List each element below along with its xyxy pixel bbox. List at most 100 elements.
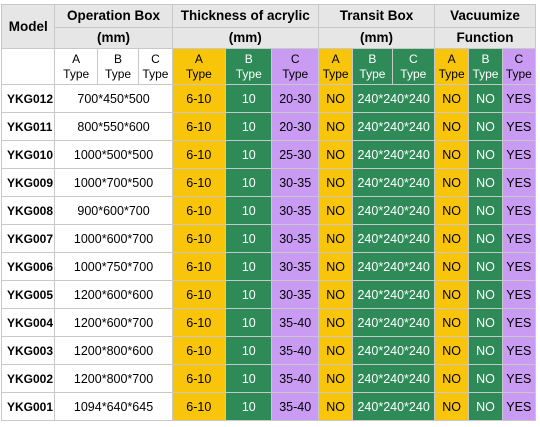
subheader-letter: B: [244, 51, 253, 66]
cell-thickness-c: 30-35: [271, 280, 319, 309]
cell-vacuumize-c: YES: [501, 336, 537, 365]
cell-vacuumize-a: NO: [433, 140, 470, 169]
cell-vacuumize-b: NO: [468, 112, 503, 141]
cell-vacuumize-b: NO: [468, 84, 503, 113]
cell-model: YKG004: [0, 308, 56, 337]
cell-thickness-c: 30-35: [271, 252, 319, 281]
cell-thickness-a: 6-10: [171, 336, 227, 365]
table-row: YKG007 1000*600*700 6-10 10 30-35 NO 240*240*2…: [0, 224, 537, 253]
subheader-letter: C: [514, 51, 524, 66]
cell-thickness-b: 10: [225, 392, 273, 421]
subheader-type: Type: [400, 66, 427, 81]
cell-transit-bc: 240*240*240: [352, 252, 435, 281]
cell-vacuumize-a: NO: [433, 364, 470, 393]
subheader-type: Type: [282, 66, 309, 81]
cell-model: YKG010: [0, 140, 56, 169]
cell-operation-box: 1000*700*500: [54, 168, 173, 197]
cell-operation-box: 1200*800*700: [54, 364, 173, 393]
cell-thickness-c: 35-40: [271, 336, 319, 365]
cell-vacuumize-a: NO: [433, 392, 470, 421]
cell-transit-a: NO: [317, 112, 354, 141]
cell-thickness-b: 10: [225, 336, 273, 365]
subheader-op-a: A Type: [54, 48, 98, 85]
subheader-type: Type: [63, 66, 90, 81]
subheader-type: Type: [505, 66, 532, 81]
cell-model: YKG005: [0, 280, 56, 309]
cell-vacuumize-b: NO: [468, 364, 503, 393]
cell-vacuumize-b: NO: [468, 336, 503, 365]
subheader-thick-a: A Type: [171, 48, 227, 85]
cell-thickness-b: 10: [225, 112, 273, 141]
cell-vacuumize-c: YES: [501, 280, 537, 309]
cell-vacuumize-b: NO: [468, 308, 503, 337]
cell-vacuumize-a: NO: [433, 84, 470, 113]
cell-vacuumize-a: NO: [433, 252, 470, 281]
cell-vacuumize-c: YES: [501, 112, 537, 141]
subheader-letter: C: [151, 51, 160, 66]
subheader-letter: C: [408, 51, 418, 66]
subheader-vac-a: A Type: [433, 48, 470, 85]
cell-transit-bc: 240*240*240: [352, 364, 435, 393]
cell-operation-box: 1200*800*600: [54, 336, 173, 365]
cell-vacuumize-a: NO: [433, 168, 470, 197]
cell-thickness-b: 10: [225, 84, 273, 113]
cell-thickness-a: 6-10: [171, 140, 227, 169]
cell-model: YKG001: [0, 392, 56, 421]
cell-vacuumize-a: NO: [433, 224, 470, 253]
cell-transit-bc: 240*240*240: [352, 140, 435, 169]
cell-transit-a: NO: [317, 336, 354, 365]
cell-model: YKG009: [0, 168, 56, 197]
cell-thickness-c: 20-30: [271, 84, 319, 113]
subheader-letter: A: [331, 51, 340, 66]
subheader-transit-a: A Type: [317, 48, 354, 85]
header-operation-box: Operation Box: [54, 4, 173, 28]
cell-vacuumize-a: NO: [433, 196, 470, 225]
cell-operation-box: 1094*640*645: [54, 392, 173, 421]
cell-model: YKG006: [0, 252, 56, 281]
cell-operation-box: 1200*600*700: [54, 308, 173, 337]
cell-vacuumize-b: NO: [468, 224, 503, 253]
cell-transit-a: NO: [317, 168, 354, 197]
table-row: YKG003 1200*800*600 6-10 10 35-40 NO 240*240*2…: [0, 336, 537, 365]
subheader-type: Type: [322, 66, 349, 81]
cell-thickness-c: 35-40: [271, 392, 319, 421]
header-transit-box-unit: (mm): [317, 27, 436, 49]
cell-model: YKG007: [0, 224, 56, 253]
cell-vacuumize-a: NO: [433, 280, 470, 309]
subheader-letter: A: [447, 51, 456, 66]
subheader-type: Type: [438, 66, 465, 81]
cell-thickness-b: 10: [225, 280, 273, 309]
cell-thickness-a: 6-10: [171, 364, 227, 393]
cell-operation-box: 1000*500*500: [54, 140, 173, 169]
cell-thickness-b: 10: [225, 252, 273, 281]
subheader-letter: B: [481, 51, 490, 66]
table-row: YKG012 700*450*500 6-10 10 20-30 NO 240*240*24…: [0, 84, 537, 113]
header-transit-box: Transit Box: [317, 4, 436, 28]
table-header: Model Operation Box Thickness of acrylic…: [0, 4, 537, 85]
cell-thickness-c: 30-35: [271, 224, 319, 253]
table-row: YKG004 1200*600*700 6-10 10 35-40 NO 240*240*2…: [0, 308, 537, 337]
cell-thickness-c: 20-30: [271, 112, 319, 141]
cell-operation-box: 1000*750*700: [54, 252, 173, 281]
cell-transit-bc: 240*240*240: [352, 196, 435, 225]
cell-operation-box: 800*550*600: [54, 112, 173, 141]
cell-thickness-a: 6-10: [171, 112, 227, 141]
cell-transit-a: NO: [317, 280, 354, 309]
cell-vacuumize-a: NO: [433, 112, 470, 141]
subheader-type: Type: [472, 66, 499, 81]
header-vacuumize-function: Function: [434, 27, 536, 49]
cell-thickness-b: 10: [225, 140, 273, 169]
subheader-type: Type: [185, 66, 212, 81]
cell-vacuumize-b: NO: [468, 140, 503, 169]
subheader-letter: B: [114, 51, 123, 66]
cell-thickness-c: 25-30: [271, 140, 319, 169]
header-thickness: Thickness of acrylic: [171, 4, 319, 28]
cell-thickness-b: 10: [225, 224, 273, 253]
cell-thickness-a: 6-10: [171, 280, 227, 309]
subheader-letter: A: [72, 51, 81, 66]
cell-thickness-b: 10: [225, 168, 273, 197]
cell-vacuumize-b: NO: [468, 392, 503, 421]
cell-transit-a: NO: [317, 84, 354, 113]
cell-transit-bc: 240*240*240: [352, 280, 435, 309]
subheader-type: Type: [142, 66, 169, 81]
